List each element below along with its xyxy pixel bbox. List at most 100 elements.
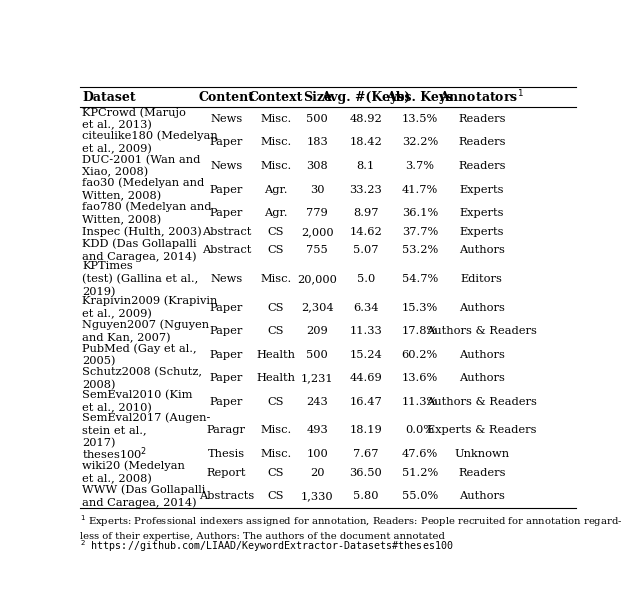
Text: 2,000: 2,000 xyxy=(301,227,333,237)
Text: Misc.: Misc. xyxy=(260,449,292,459)
Text: Readers: Readers xyxy=(458,137,506,147)
Text: 183: 183 xyxy=(306,137,328,147)
Text: CS: CS xyxy=(268,468,284,477)
Text: 37.7%: 37.7% xyxy=(402,227,438,237)
Text: 6.34: 6.34 xyxy=(353,302,378,312)
Text: Authors: Authors xyxy=(459,350,505,360)
Text: 36.50: 36.50 xyxy=(349,468,382,477)
Text: Nguyen2007 (Nguyen
and Kan, 2007): Nguyen2007 (Nguyen and Kan, 2007) xyxy=(83,319,210,342)
Text: 2,304: 2,304 xyxy=(301,302,333,312)
Text: 13.5%: 13.5% xyxy=(402,114,438,124)
Text: wiki20 (Medelyan
et al., 2008): wiki20 (Medelyan et al., 2008) xyxy=(83,461,186,484)
Text: Readers: Readers xyxy=(458,468,506,477)
Text: Agr.: Agr. xyxy=(264,208,287,218)
Text: citeulike180 (Medelyan
et al., 2009): citeulike180 (Medelyan et al., 2009) xyxy=(83,131,218,154)
Text: Experts: Experts xyxy=(460,208,504,218)
Text: CS: CS xyxy=(268,245,284,256)
Text: Health: Health xyxy=(257,373,296,383)
Text: 8.97: 8.97 xyxy=(353,208,378,218)
Text: 5.80: 5.80 xyxy=(353,491,378,501)
Text: Paper: Paper xyxy=(210,350,243,360)
Text: 60.2%: 60.2% xyxy=(402,350,438,360)
Text: CS: CS xyxy=(268,227,284,237)
Text: 53.2%: 53.2% xyxy=(402,245,438,256)
Text: KPCrowd (Marujo
et al., 2013): KPCrowd (Marujo et al., 2013) xyxy=(83,107,186,131)
Text: Misc.: Misc. xyxy=(260,161,292,171)
Text: Authors & Readers: Authors & Readers xyxy=(426,397,537,407)
Text: 30: 30 xyxy=(310,185,324,195)
Text: Avg. #(Keys): Avg. #(Keys) xyxy=(321,91,410,103)
Text: 17.8%: 17.8% xyxy=(402,326,438,336)
Text: Paper: Paper xyxy=(210,397,243,407)
Text: Context: Context xyxy=(249,91,303,103)
Text: 47.6%: 47.6% xyxy=(402,449,438,459)
Text: Readers: Readers xyxy=(458,114,506,124)
Text: Abstract: Abstract xyxy=(202,245,251,256)
Text: Editors: Editors xyxy=(461,274,502,284)
Text: 33.23: 33.23 xyxy=(349,185,382,195)
Text: Authors: Authors xyxy=(459,245,505,256)
Text: 7.67: 7.67 xyxy=(353,449,378,459)
Text: Inspec (Hulth, 2003): Inspec (Hulth, 2003) xyxy=(83,227,202,237)
Text: Dataset: Dataset xyxy=(83,91,136,103)
Text: Authors: Authors xyxy=(459,491,505,501)
Text: 32.2%: 32.2% xyxy=(402,137,438,147)
Text: Paper: Paper xyxy=(210,185,243,195)
Text: Paper: Paper xyxy=(210,373,243,383)
Text: 18.19: 18.19 xyxy=(349,426,382,436)
Text: 41.7%: 41.7% xyxy=(402,185,438,195)
Text: KPTimes
(test) (Gallina et al.,
2019): KPTimes (test) (Gallina et al., 2019) xyxy=(83,261,199,297)
Text: Content: Content xyxy=(198,91,254,103)
Text: 48.92: 48.92 xyxy=(349,114,382,124)
Text: Authors: Authors xyxy=(459,302,505,312)
Text: Health: Health xyxy=(257,350,296,360)
Text: 5.0: 5.0 xyxy=(356,274,375,284)
Text: 15.3%: 15.3% xyxy=(402,302,438,312)
Text: Misc.: Misc. xyxy=(260,137,292,147)
Text: 15.24: 15.24 xyxy=(349,350,382,360)
Text: $^1$ Experts: Professional indexers assigned for annotation, Readers: People rec: $^1$ Experts: Professional indexers assi… xyxy=(80,514,623,540)
Text: 18.42: 18.42 xyxy=(349,137,382,147)
Text: Experts & Readers: Experts & Readers xyxy=(427,426,536,436)
Text: Paper: Paper xyxy=(210,302,243,312)
Text: CS: CS xyxy=(268,397,284,407)
Text: Authors: Authors xyxy=(459,373,505,383)
Text: Misc.: Misc. xyxy=(260,274,292,284)
Text: Paper: Paper xyxy=(210,208,243,218)
Text: 16.47: 16.47 xyxy=(349,397,382,407)
Text: 100: 100 xyxy=(306,449,328,459)
Text: News: News xyxy=(210,274,243,284)
Text: 243: 243 xyxy=(306,397,328,407)
Text: DUC-2001 (Wan and
Xiao, 2008): DUC-2001 (Wan and Xiao, 2008) xyxy=(83,155,201,177)
Text: News: News xyxy=(210,114,243,124)
Text: Krapivin2009 (Krapivin
et al., 2009): Krapivin2009 (Krapivin et al., 2009) xyxy=(83,296,218,319)
Text: WWW (Das Gollapalli
and Caragea, 2014): WWW (Das Gollapalli and Caragea, 2014) xyxy=(83,484,206,508)
Text: Misc.: Misc. xyxy=(260,426,292,436)
Text: Paper: Paper xyxy=(210,326,243,336)
Text: Schutz2008 (Schutz,
2008): Schutz2008 (Schutz, 2008) xyxy=(83,367,202,390)
Text: Annotators$^1$: Annotators$^1$ xyxy=(440,89,524,105)
Text: SemEval2017 (Augen-
stein et al.,
2017): SemEval2017 (Augen- stein et al., 2017) xyxy=(83,413,211,448)
Text: Abstracts: Abstracts xyxy=(198,491,254,501)
Text: Experts: Experts xyxy=(460,185,504,195)
Text: CS: CS xyxy=(268,302,284,312)
Text: $^2$ https://github.com/LIAAD/KeywordExtractor-Datasets#theses100: $^2$ https://github.com/LIAAD/KeywordExt… xyxy=(80,538,453,554)
Text: News: News xyxy=(210,161,243,171)
Text: CS: CS xyxy=(268,326,284,336)
Text: 493: 493 xyxy=(306,426,328,436)
Text: 779: 779 xyxy=(306,208,328,218)
Text: 20: 20 xyxy=(310,468,324,477)
Text: Readers: Readers xyxy=(458,161,506,171)
Text: Paper: Paper xyxy=(210,137,243,147)
Text: Misc.: Misc. xyxy=(260,114,292,124)
Text: Agr.: Agr. xyxy=(264,185,287,195)
Text: Authors & Readers: Authors & Readers xyxy=(426,326,537,336)
Text: 11.3%: 11.3% xyxy=(402,397,438,407)
Text: Abstract: Abstract xyxy=(202,227,251,237)
Text: 0.0%: 0.0% xyxy=(405,426,435,436)
Text: theses100$^2$: theses100$^2$ xyxy=(83,446,148,462)
Text: SemEval2010 (Kim
et al., 2010): SemEval2010 (Kim et al., 2010) xyxy=(83,391,193,413)
Text: 55.0%: 55.0% xyxy=(402,491,438,501)
Text: 1,231: 1,231 xyxy=(301,373,333,383)
Text: 5.07: 5.07 xyxy=(353,245,378,256)
